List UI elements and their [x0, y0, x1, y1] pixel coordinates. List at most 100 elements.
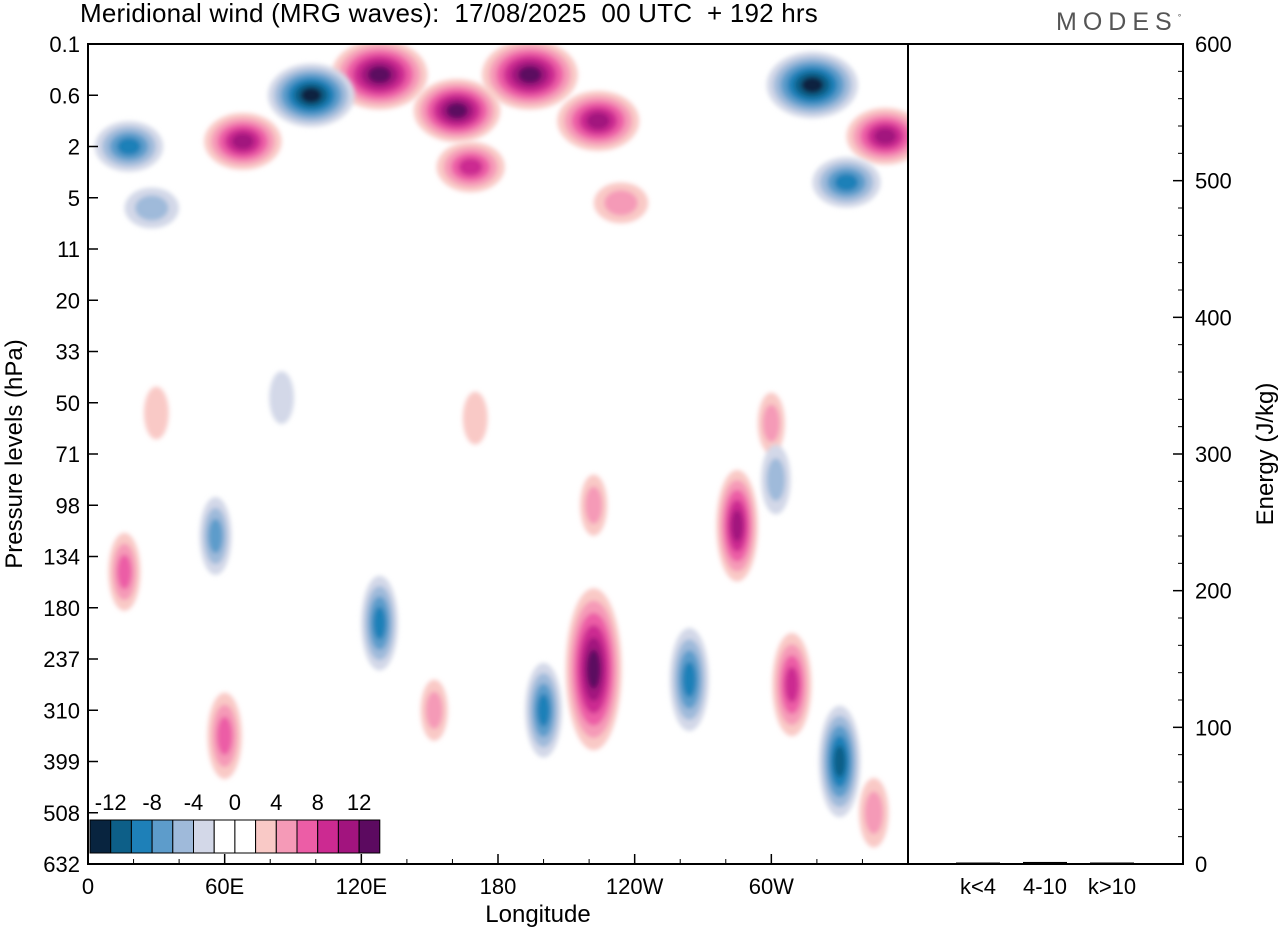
- y-tick-label: 33: [56, 340, 80, 365]
- modes-logo: MODES°: [1056, 8, 1182, 36]
- contour-level-2: [585, 486, 603, 525]
- field-feature-neg: [525, 662, 562, 758]
- contour-level-4: [785, 666, 799, 703]
- field-feature-pos: [580, 474, 608, 536]
- colorbar-tick-label: 4: [270, 790, 282, 815]
- contour-level-1: [462, 391, 488, 445]
- y-tick-label: 0.6: [49, 83, 80, 108]
- y-tick-label: 71: [56, 442, 80, 467]
- energy-bar: [1090, 862, 1134, 864]
- energy-frame: [907, 43, 1184, 865]
- contour-level-5: [231, 133, 254, 150]
- field-feature-pos: [420, 679, 448, 741]
- field-feature-pos: [557, 90, 640, 151]
- energy-tick-label: 600: [1195, 32, 1232, 57]
- field-feature-pos: [846, 107, 908, 165]
- contour-level-1: [143, 386, 169, 440]
- field-feature-neg: [669, 627, 709, 732]
- contour-level-2: [135, 195, 169, 221]
- contour-level-2: [762, 404, 780, 443]
- y-tick-label: 632: [43, 852, 80, 877]
- field-feature-neg: [812, 157, 881, 208]
- field-feature-pos: [413, 79, 501, 143]
- colorbar-swatch: [110, 819, 132, 854]
- y-tick-label: 180: [43, 596, 80, 621]
- contour-level-5: [874, 128, 897, 145]
- y-tick-label: 20: [56, 288, 80, 313]
- energy-category-label: k<4: [960, 874, 996, 899]
- x-axis-title: Longitude: [485, 901, 590, 928]
- contour-level-6: [367, 66, 392, 84]
- field-feature-neg: [267, 63, 355, 127]
- field-feature-pos: [331, 44, 428, 110]
- contour-level-2: [425, 691, 443, 730]
- field-feature-pos: [716, 469, 758, 582]
- colorbar-tick-label: 8: [312, 790, 324, 815]
- x-tick-label: 0: [82, 874, 94, 899]
- contour-level-6: [801, 77, 824, 93]
- contour-level-5: [833, 745, 846, 778]
- field-feature-neg: [766, 51, 858, 119]
- colorbar-swatch: [255, 819, 277, 854]
- y-tick-label: 508: [43, 801, 80, 826]
- field-feature-pos: [204, 112, 282, 170]
- contour-level-4: [373, 606, 386, 640]
- y-tick-label: 0.1: [49, 32, 80, 57]
- y-tick-label: 11: [57, 237, 80, 262]
- contour-level-4: [682, 661, 697, 698]
- colorbar-tick-label: 0: [229, 790, 241, 815]
- contour-level-5: [586, 112, 610, 130]
- energy-tick-label: 400: [1195, 305, 1232, 330]
- wind-field: [88, 44, 908, 864]
- contour-level-2: [864, 791, 883, 835]
- energy-tick-label: 500: [1195, 169, 1232, 194]
- x-tick-label: 180: [480, 874, 517, 899]
- contour-level-4: [117, 137, 141, 156]
- y-tick-label: 5: [68, 186, 80, 211]
- axes: 0.1 0.6 2 5 11 20 33 50 71 98 134 180 237 310 399 508 63…: [1, 32, 1279, 928]
- field-feature-neg: [761, 444, 791, 515]
- field-feature-pos: [859, 777, 889, 848]
- contour-level-6: [446, 102, 468, 119]
- field-feature-pos: [757, 392, 785, 454]
- colorbar-swatch: [89, 819, 112, 854]
- energy-category-label: 4-10: [1023, 874, 1067, 899]
- y-tick-label: 237: [43, 647, 80, 672]
- field-feature-pos: [482, 44, 578, 110]
- field-feature-pos: [143, 386, 169, 440]
- y-tick-label: 134: [43, 545, 80, 570]
- x-tick-label: 120W: [606, 874, 664, 899]
- logo-text: MODES: [1056, 8, 1178, 36]
- colorbar-tick-label: -12: [95, 790, 127, 815]
- y-tick-label: 399: [43, 750, 80, 775]
- colorbar-swatch: [234, 819, 257, 854]
- colorbar-tick-label: -8: [142, 790, 162, 815]
- contour-level-2: [604, 190, 638, 216]
- field-feature-neg: [94, 121, 164, 172]
- chart-title: Meridional wind (MRG waves): 17/08/2025 …: [80, 0, 818, 28]
- colorbar: -12 -8 -4 0 4 8 12: [89, 790, 381, 854]
- contour-level-4: [458, 158, 483, 176]
- field-feature-neg: [124, 187, 179, 229]
- y-axis-title: Pressure levels (hPa): [1, 339, 28, 568]
- contour-level-2: [766, 458, 785, 502]
- contour-level-6: [586, 649, 601, 689]
- energy-tick-label: 200: [1195, 579, 1232, 604]
- colorbar-swatch: [172, 819, 195, 854]
- field-feature-neg: [818, 705, 861, 818]
- field-feature-neg: [361, 575, 398, 671]
- energy-axis-title: Energy (J/kg): [1252, 383, 1279, 526]
- field-feature-pos: [436, 141, 505, 193]
- x-tick-label: 60W: [749, 874, 794, 899]
- colorbar-swatch: [213, 819, 236, 854]
- x-tick-label: 120E: [336, 874, 387, 899]
- colorbar-swatch: [130, 819, 153, 854]
- field-feature-pos: [462, 391, 488, 445]
- contour-level-4: [537, 693, 550, 727]
- colorbar-swatch: [358, 819, 381, 854]
- y-tick-label: 310: [43, 698, 80, 723]
- y-tick-label: 98: [56, 493, 80, 518]
- field-feature-neg: [269, 371, 295, 425]
- contour-level-1: [269, 371, 295, 425]
